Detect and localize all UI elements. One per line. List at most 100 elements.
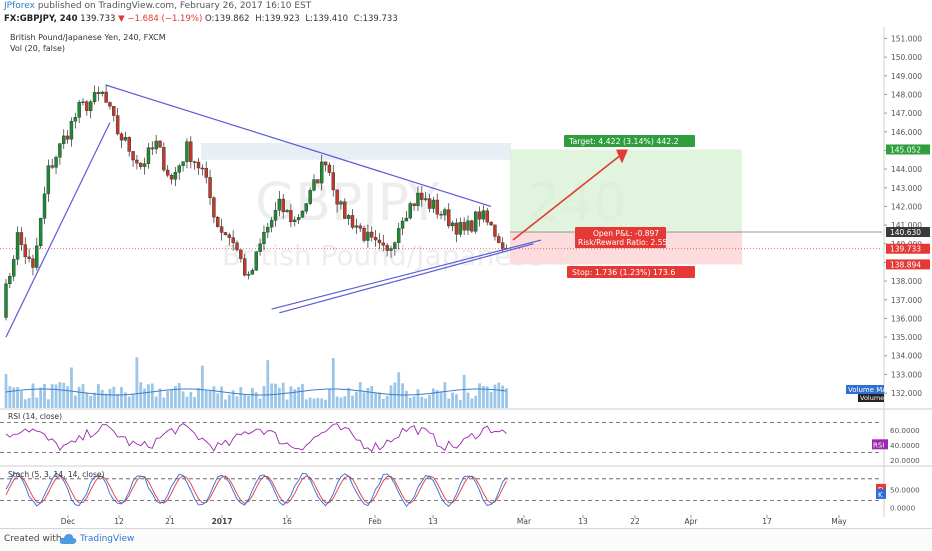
volume-bar (20, 391, 23, 408)
candle-body (131, 151, 135, 161)
volume-bar (470, 398, 474, 408)
candle-body (200, 167, 205, 170)
candle-body (339, 201, 343, 205)
volume-bar (378, 392, 381, 408)
candle-body (308, 190, 312, 204)
candle-body (427, 198, 432, 209)
stoch-tick-label: 0.0000 (890, 504, 916, 513)
volume-bar (304, 399, 308, 408)
candle-body (54, 157, 58, 168)
candle-body (239, 249, 243, 259)
volume-bar (405, 390, 408, 408)
volume-bar (166, 391, 170, 408)
volume-bar (474, 395, 478, 408)
time-tick-label: 13 (428, 517, 438, 526)
volume-bar (66, 386, 69, 408)
candle-body (108, 102, 112, 107)
price-tick-label: 133.000 (891, 370, 922, 379)
price-tick-label: 137.000 (891, 296, 922, 305)
candle-body (431, 199, 436, 209)
candle-body (423, 198, 428, 200)
candle-body (235, 242, 239, 250)
candle-body (185, 141, 189, 162)
volume-bar (73, 395, 77, 408)
candle-body (354, 225, 359, 228)
chart-area[interactable]: GBPJPY240British Pound/Japanese Yen Targ… (0, 27, 932, 527)
time-axis: Dec 12 21 2017 16 Feb 13 Mar 13 22 Apr 17 May (61, 515, 847, 526)
candle-body (27, 256, 31, 259)
volume-bar (247, 395, 250, 408)
volume-bar (308, 397, 312, 408)
candle-body (181, 161, 185, 166)
candle-body (362, 228, 366, 241)
resistance-zone (201, 142, 511, 160)
volume-bar (435, 389, 439, 408)
candle-body (443, 209, 447, 216)
candle-body (343, 201, 347, 219)
price-tick-label: 138.000 (891, 277, 922, 286)
candle-body (154, 140, 158, 150)
volume-bar (97, 384, 100, 408)
chart-legend: British Pound/Japanese Yen, 240, FXCM Vol… (8, 33, 166, 479)
candle-body (119, 133, 124, 141)
time-tick-label: May (831, 517, 847, 526)
candle-body (123, 137, 128, 141)
volume-bar (289, 386, 293, 408)
volume-bar (401, 383, 404, 408)
candle-body (389, 248, 393, 251)
candle-body (500, 242, 505, 249)
volume-tag-box (858, 394, 884, 402)
volume-bar (428, 395, 431, 408)
volume-bar (389, 385, 393, 408)
publish-info: JPforex published on TradingView.com, Fe… (4, 1, 311, 11)
volume-bar (485, 386, 489, 408)
target-arrowhead (616, 149, 628, 164)
price-tag-stop-box (886, 259, 930, 270)
candle-body (477, 211, 482, 220)
candle-body (381, 242, 385, 246)
rsi-tick-label: 40.0000 (890, 441, 920, 450)
publisher-name[interactable]: JPforex (4, 1, 35, 11)
price-axis: 132.000 133.000 134.000 135.000 136.000 137.0… (846, 34, 930, 513)
time-tick-label: 21 (165, 517, 175, 526)
candle-body (470, 220, 474, 232)
time-tick-label: 16 (282, 517, 292, 526)
candle-body (231, 237, 235, 244)
candle-body (269, 220, 274, 228)
candle-body (300, 210, 305, 218)
stoch-k-tag: K (878, 491, 883, 499)
volume-bar (39, 387, 43, 408)
pnl-label: Open P&L: -0.897 (593, 229, 659, 238)
tradingview-cloud-icon (59, 534, 77, 544)
trendline-lower-ascending-2 (279, 243, 534, 314)
volume-bar (4, 374, 8, 408)
candle-body (104, 91, 108, 103)
volume-bar (270, 383, 274, 408)
price-tick-label: 135.000 (891, 333, 922, 342)
candle-body (493, 224, 497, 237)
price-tick-label: 142.000 (891, 202, 922, 211)
volume-bar (482, 386, 485, 408)
volume-bar (351, 395, 354, 408)
candle-body (115, 115, 120, 135)
stoch-k-tag-box (876, 488, 886, 499)
price-tag-target: 145.052 (890, 145, 921, 154)
candle-body (158, 140, 162, 148)
volume-bar (505, 388, 508, 408)
candle-body (88, 101, 93, 111)
candle-body (11, 259, 16, 277)
ohlc-low: L:139.410 (305, 14, 349, 24)
volume-bar (77, 386, 81, 408)
rsi-legend: RSI (14, close) (8, 412, 62, 421)
volume-bar (331, 357, 335, 408)
volume-bar (458, 399, 462, 408)
volume-bar (497, 382, 501, 408)
candle-body (323, 161, 328, 166)
volume-bar (293, 389, 297, 408)
candle-body (420, 192, 424, 200)
tradingview-brand[interactable]: TradingView (80, 534, 135, 544)
target-label: Target: 4.422 (3.14%) 442.2 (568, 137, 679, 146)
ohlc-high: H:139.923 (255, 14, 300, 24)
candle-body (46, 165, 51, 195)
volume-bar (447, 398, 451, 408)
